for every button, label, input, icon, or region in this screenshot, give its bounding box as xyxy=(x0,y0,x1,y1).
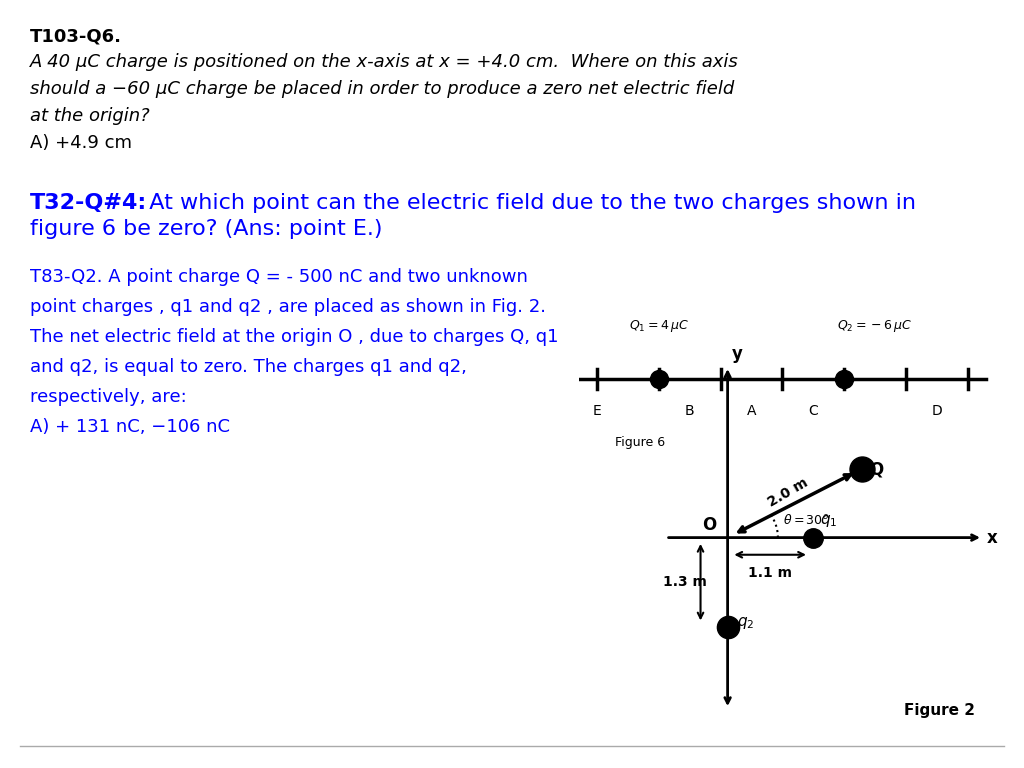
Text: should a −60 μC charge be placed in order to produce a zero net electric field: should a −60 μC charge be placed in orde… xyxy=(30,80,734,98)
Text: A) + 131 nC, −106 nC: A) + 131 nC, −106 nC xyxy=(30,418,230,436)
Text: C: C xyxy=(808,404,818,419)
Text: Figure 6: Figure 6 xyxy=(615,436,665,449)
Text: O: O xyxy=(701,516,716,535)
Text: At which point can the electric field due to the two charges shown in: At which point can the electric field du… xyxy=(135,193,916,213)
Text: and q2, is equal to zero. The charges q1 and q2,: and q2, is equal to zero. The charges q1… xyxy=(30,358,467,376)
Text: figure 6 be zero? (Ans: point E.): figure 6 be zero? (Ans: point E.) xyxy=(30,219,383,239)
Text: A: A xyxy=(746,404,756,419)
Text: 1.1 m: 1.1 m xyxy=(749,567,793,581)
Text: 1.3 m: 1.3 m xyxy=(664,575,707,589)
Text: $Q_1 = 4\,\mu C$: $Q_1 = 4\,\mu C$ xyxy=(629,318,689,333)
Text: A 40 μC charge is positioned on the x-axis at x = +4.0 cm.  Where on this axis: A 40 μC charge is positioned on the x-ax… xyxy=(30,53,738,71)
Text: respectively, are:: respectively, are: xyxy=(30,388,186,406)
Text: Q: Q xyxy=(869,460,884,478)
Text: at the origin?: at the origin? xyxy=(30,107,150,125)
Text: y: y xyxy=(731,345,742,362)
Text: $\theta=30^o$: $\theta=30^o$ xyxy=(783,513,829,528)
Text: T32-Q#4:: T32-Q#4: xyxy=(30,193,147,213)
Text: B: B xyxy=(685,404,694,419)
Text: E: E xyxy=(593,404,601,419)
Text: point charges , q1 and q2 , are placed as shown in Fig. 2.: point charges , q1 and q2 , are placed a… xyxy=(30,298,546,316)
Text: $Q_2 = -6\,\mu C$: $Q_2 = -6\,\mu C$ xyxy=(838,318,912,333)
Text: $q_1$: $q_1$ xyxy=(820,513,838,529)
Text: T103-Q6.: T103-Q6. xyxy=(30,28,122,46)
Text: D: D xyxy=(931,404,942,419)
Text: 2.0 m: 2.0 m xyxy=(765,475,810,510)
Text: A) +4.9 cm: A) +4.9 cm xyxy=(30,134,132,152)
Text: x: x xyxy=(987,528,997,547)
Text: The net electric field at the origin O , due to charges Q, q1: The net electric field at the origin O ,… xyxy=(30,328,558,346)
Text: $q_2$: $q_2$ xyxy=(737,615,755,631)
Text: Figure 2: Figure 2 xyxy=(904,703,976,718)
Text: T83-Q2. A point charge Q = - 500 nC and two unknown: T83-Q2. A point charge Q = - 500 nC and … xyxy=(30,268,528,286)
